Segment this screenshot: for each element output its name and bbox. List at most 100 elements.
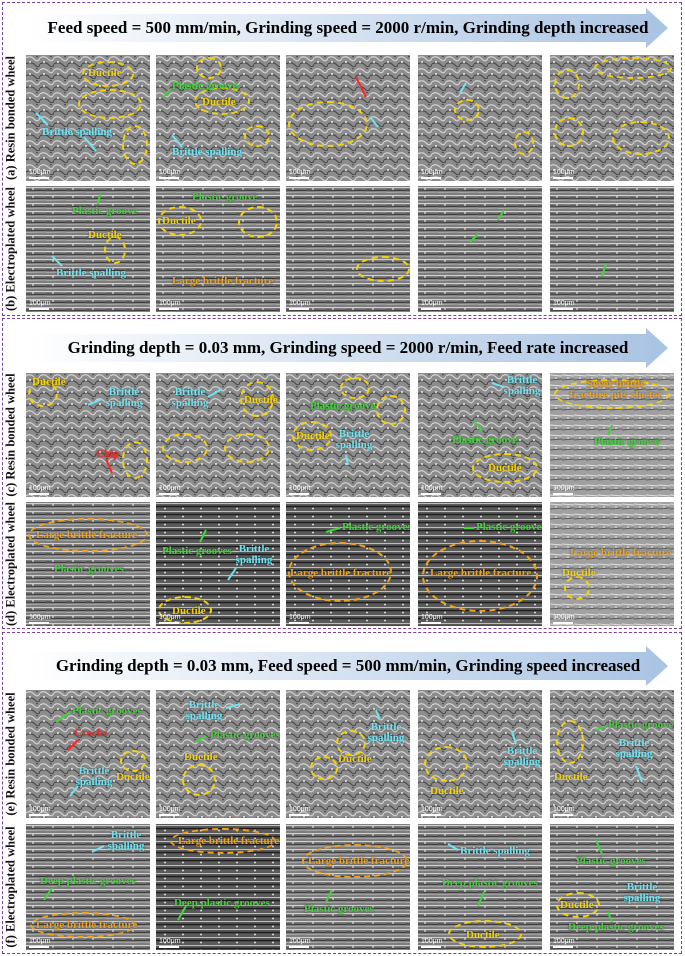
annotation-label: Plastic grooves xyxy=(576,855,646,867)
ductile-region-outline xyxy=(104,236,126,264)
row-label-c: (c) Resin bonded wheel xyxy=(3,373,18,497)
section-grinding-speed xyxy=(2,632,682,954)
annotation-label: Ductile xyxy=(162,215,196,227)
annotation-label: Deep plastic grooves xyxy=(442,877,538,889)
annotation-label: Brittle spalling xyxy=(623,881,661,904)
annotation-label: Brittle spalling xyxy=(235,543,273,566)
sem-texture xyxy=(418,55,542,181)
ductile-region-outline xyxy=(612,121,670,155)
annotation-label: Brittle spalling xyxy=(367,721,405,744)
scale-bar: 100μm xyxy=(553,938,575,948)
annotation-label: Brittle spalling xyxy=(42,126,112,138)
sem-panel: Plastic groove Ductile Brittle spalling … xyxy=(156,55,280,181)
scale-bar: 100μm xyxy=(289,485,311,495)
annotation-label: Brittle spalling xyxy=(56,267,126,279)
sem-panel: 100μm xyxy=(550,55,674,181)
sem-panel: Plastic grooves Large brittle fracture 1… xyxy=(418,502,542,626)
annotation-label: Plastic grooves xyxy=(342,521,410,533)
fracture-region-outline xyxy=(170,828,276,854)
annotation-label: Ductile xyxy=(562,567,596,579)
annotation-label: Large brittle fracture xyxy=(308,855,410,867)
ductile-region-outline xyxy=(336,730,366,756)
annotation-label: Ductile xyxy=(560,899,594,911)
scale-bar: 100μm xyxy=(553,300,575,310)
sem-panel: Brittle spalling Deep plastic grooves La… xyxy=(26,824,150,950)
ductile-region-outline xyxy=(554,69,580,99)
sem-texture xyxy=(550,186,674,312)
ductile-region-outline xyxy=(224,433,270,463)
ductile-region-outline xyxy=(454,99,480,121)
annotation-label: Plastic grooves xyxy=(304,903,374,915)
scale-bar: 100μm xyxy=(159,806,181,816)
annotation-label: Brittle spalling xyxy=(335,428,373,451)
annotation-label: Brittle spalling xyxy=(105,386,143,409)
sem-panel: Plastic grooves Brittle spalling Ductile… xyxy=(550,690,674,818)
section-feed-rate xyxy=(2,318,682,629)
sem-texture xyxy=(550,502,674,626)
annotation-label: Cracks xyxy=(74,727,108,739)
scale-bar: 100μm xyxy=(553,485,575,495)
ductile-region-outline xyxy=(424,746,468,782)
ductile-region-outline xyxy=(594,57,672,79)
annotation-label: Ductile xyxy=(430,785,464,797)
annotation-label: Plastic groove xyxy=(192,191,258,203)
scale-bar: 100μm xyxy=(553,614,575,624)
sem-panel: 100μm xyxy=(286,55,410,181)
annotation-label: Ductile xyxy=(88,67,122,79)
fracture-region-outline xyxy=(302,844,408,878)
ductile-region-outline xyxy=(288,101,368,147)
sem-texture xyxy=(156,55,280,181)
annotation-label: Brittle spalling xyxy=(503,745,541,768)
scale-bar: 100μm xyxy=(421,485,443,495)
annotation-label: Brittle spalling xyxy=(172,146,242,158)
sem-panel: Brittle spalling Deep plastic grooves Du… xyxy=(418,824,542,950)
annotation-label: Plastic grooves xyxy=(162,545,232,557)
scale-bar: 100μm xyxy=(159,938,181,948)
scale-bar: 100μm xyxy=(159,300,181,310)
annotation-label: Ductile xyxy=(88,229,122,241)
annotation-label: Deep plastic grooves xyxy=(568,921,664,933)
sem-panel: Plastic grooves Brittle spalling Ductile… xyxy=(156,502,280,626)
annotation-label: Plastic groove xyxy=(72,205,138,217)
sem-panel: Plastic grooves Brittle spalling Ductile… xyxy=(550,824,674,950)
scale-bar: 100μm xyxy=(29,300,51,310)
annotation-label: Plastic groove xyxy=(310,400,376,412)
scale-bar: 100μm xyxy=(29,169,51,179)
sem-panel: Plastic grooves Large brittle fracture 1… xyxy=(286,502,410,626)
ductile-region-outline xyxy=(310,756,338,780)
ductile-region-outline xyxy=(376,395,406,425)
sem-panel: 100μm xyxy=(418,186,542,312)
row-label-f: (f) Electroplated wheel xyxy=(3,826,18,948)
sem-panel: 100μm xyxy=(418,55,542,181)
annotation-label: Large brittle fracture xyxy=(290,567,392,579)
scale-bar: 100μm xyxy=(29,614,51,624)
annotation-label: Ductile xyxy=(488,462,522,474)
scale-bar: 100μm xyxy=(159,485,181,495)
ductile-region-outline xyxy=(556,892,600,918)
annotation-label: Plastic grooves xyxy=(476,521,542,533)
sem-panel: Large brittle fracture Ductile 100μm xyxy=(550,502,674,626)
annotation-label: Deep plastic grooves xyxy=(40,875,136,887)
fracture-region-outline xyxy=(422,540,538,612)
ductile-region-outline xyxy=(120,750,146,772)
scale-bar: 100μm xyxy=(289,938,311,948)
sem-panel: Brittle spalling Ductile 100μm xyxy=(156,373,280,497)
sem-texture xyxy=(418,186,542,312)
ductile-region-outline xyxy=(158,596,212,624)
annotation-label: Large brittle fracture xyxy=(178,835,280,847)
ductile-region-outline xyxy=(556,720,584,764)
sem-panel: Sever brittle fracture pits cluster Plas… xyxy=(550,373,674,497)
sem-panel: Plastic grooves Cracks Brittle spalling … xyxy=(26,690,150,818)
scale-bar: 100μm xyxy=(289,806,311,816)
banner-title: Grinding depth = 0.03 mm, Feed speed = 5… xyxy=(55,656,641,675)
sem-panel: Brittle spalling Plastic grooves Ductile… xyxy=(156,690,280,818)
annotation-label: Ductile xyxy=(466,929,500,941)
fracture-region-outline xyxy=(288,542,392,602)
annotation-label: Plastic groove xyxy=(172,80,238,92)
ductile-region-outline xyxy=(564,576,590,600)
sem-panel: Large brittle fracture Deep plastic groo… xyxy=(156,824,280,950)
sem-panel: Plastic groove Ductile Brittle spalling … xyxy=(286,373,410,497)
annotation-label: Large brittle fracture xyxy=(430,567,532,579)
scale-bar: 100μm xyxy=(29,485,51,495)
ductile-region-outline xyxy=(356,256,410,282)
